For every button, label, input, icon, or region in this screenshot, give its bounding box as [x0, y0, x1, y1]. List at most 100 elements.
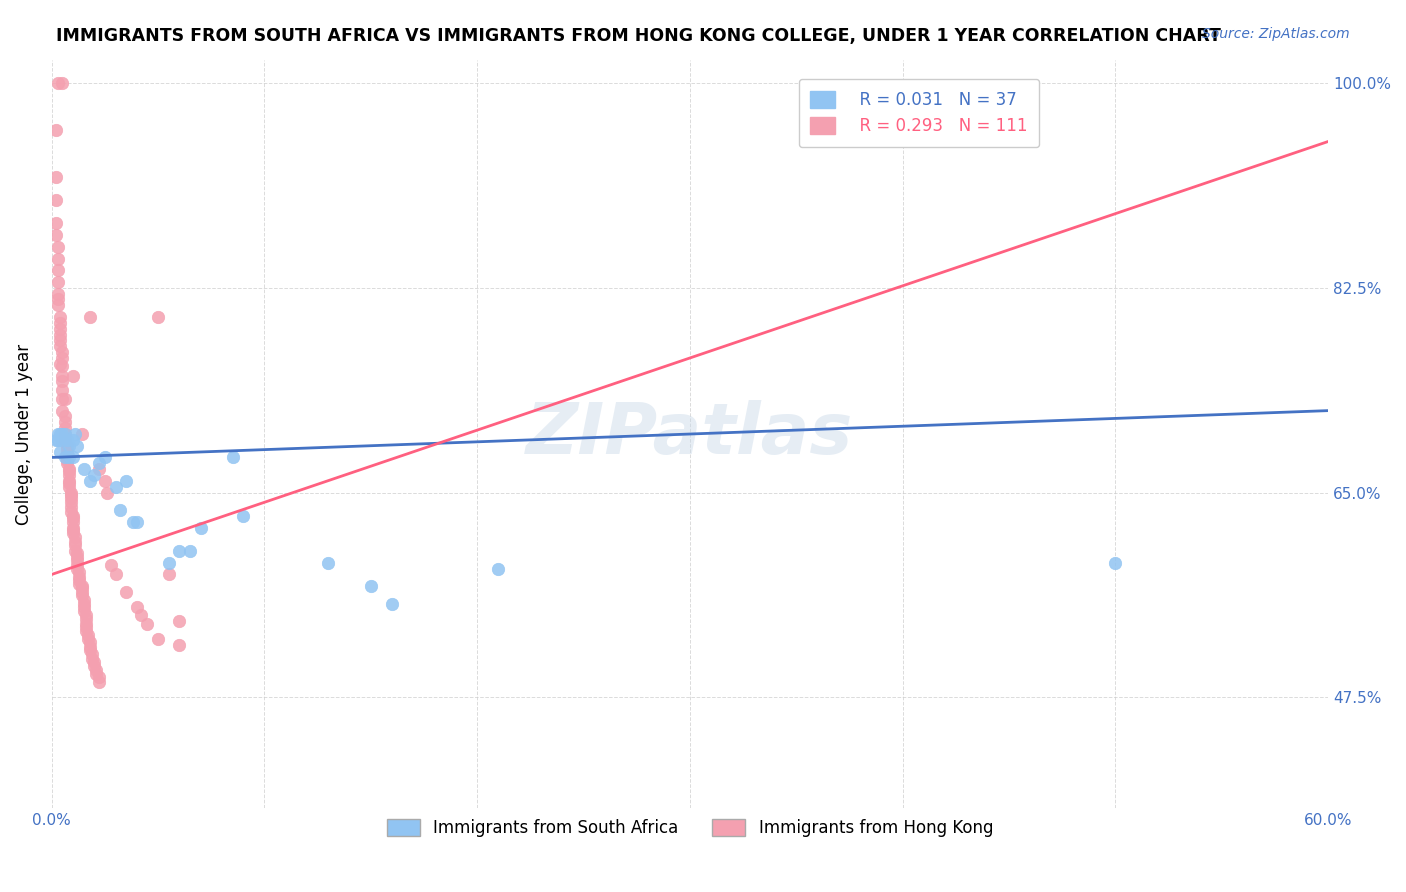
Point [49, 427, 72, 442]
Y-axis label: College, Under 1 year: College, Under 1 year [15, 343, 32, 524]
Point [66, 439, 89, 453]
Point [62, 515, 84, 529]
Point [55, 439, 77, 453]
Point [46, 298, 69, 312]
Point [70, 579, 93, 593]
Point [75, 608, 97, 623]
Point [190, 521, 212, 535]
Point [58, 450, 80, 465]
Point [104, 480, 127, 494]
Point [53, 427, 76, 442]
Point [46, 433, 69, 447]
Point [115, 585, 138, 599]
Point [53, 415, 76, 429]
Text: ZIPatlas: ZIPatlas [526, 400, 853, 468]
Point [75, 616, 97, 631]
Point [63, 427, 86, 442]
Point [488, 561, 510, 575]
Point [232, 508, 254, 523]
Point [55, 452, 77, 467]
Point [66, 561, 89, 575]
Point [49, 444, 72, 458]
Point [146, 310, 169, 324]
Point [58, 439, 80, 453]
Point [46, 252, 69, 266]
Point [75, 620, 97, 634]
Point [51, 368, 73, 383]
Point [51, 433, 73, 447]
Point [221, 450, 243, 465]
Point [67, 574, 90, 588]
Point [63, 530, 86, 544]
Point [86, 664, 108, 678]
Point [49, 316, 72, 330]
Point [73, 600, 96, 615]
Point [53, 427, 76, 442]
Point [169, 638, 191, 652]
Point [67, 570, 90, 584]
Point [46, 240, 69, 254]
Point [55, 441, 77, 455]
Point [49, 327, 72, 342]
Point [66, 558, 89, 572]
Point [62, 368, 84, 383]
Point [58, 476, 80, 491]
Point [73, 597, 96, 611]
Point [53, 450, 76, 465]
Point [73, 604, 96, 618]
Point [146, 632, 169, 646]
Point [82, 651, 104, 665]
Point [55, 433, 77, 447]
Point [49, 322, 72, 336]
Point [51, 427, 73, 442]
Point [46, 263, 69, 277]
Point [125, 600, 148, 615]
Point [73, 462, 96, 476]
Point [87, 456, 110, 470]
Point [125, 515, 148, 529]
Point [53, 421, 76, 435]
Point [53, 433, 76, 447]
Point [51, 76, 73, 90]
Point [46, 286, 69, 301]
Point [62, 523, 84, 537]
Point [87, 675, 110, 690]
Point [62, 521, 84, 535]
Point [79, 635, 101, 649]
Point [45, 193, 67, 207]
Point [83, 658, 105, 673]
Point [381, 597, 404, 611]
Point [59, 485, 82, 500]
Point [96, 485, 118, 500]
Point [179, 544, 201, 558]
Point [67, 565, 90, 579]
Point [51, 392, 73, 406]
Point [62, 450, 84, 465]
Point [49, 357, 72, 371]
Point [67, 576, 90, 591]
Point [83, 655, 105, 669]
Point [51, 345, 73, 359]
Point [51, 375, 73, 389]
Point [77, 632, 100, 646]
Text: Source: ZipAtlas.com: Source: ZipAtlas.com [1202, 27, 1350, 41]
Point [55, 444, 77, 458]
Point [49, 339, 72, 353]
Point [53, 392, 76, 406]
Point [169, 614, 191, 628]
Point [66, 549, 89, 564]
Point [46, 427, 69, 442]
Point [59, 495, 82, 509]
Point [62, 511, 84, 525]
Point [58, 474, 80, 488]
Point [62, 433, 84, 447]
Point [1104, 556, 1126, 570]
Point [66, 553, 89, 567]
Point [77, 628, 100, 642]
Point [83, 467, 105, 482]
Point [157, 567, 180, 582]
Point [55, 450, 77, 465]
Point [94, 450, 117, 465]
Point [75, 624, 97, 638]
Point [58, 480, 80, 494]
